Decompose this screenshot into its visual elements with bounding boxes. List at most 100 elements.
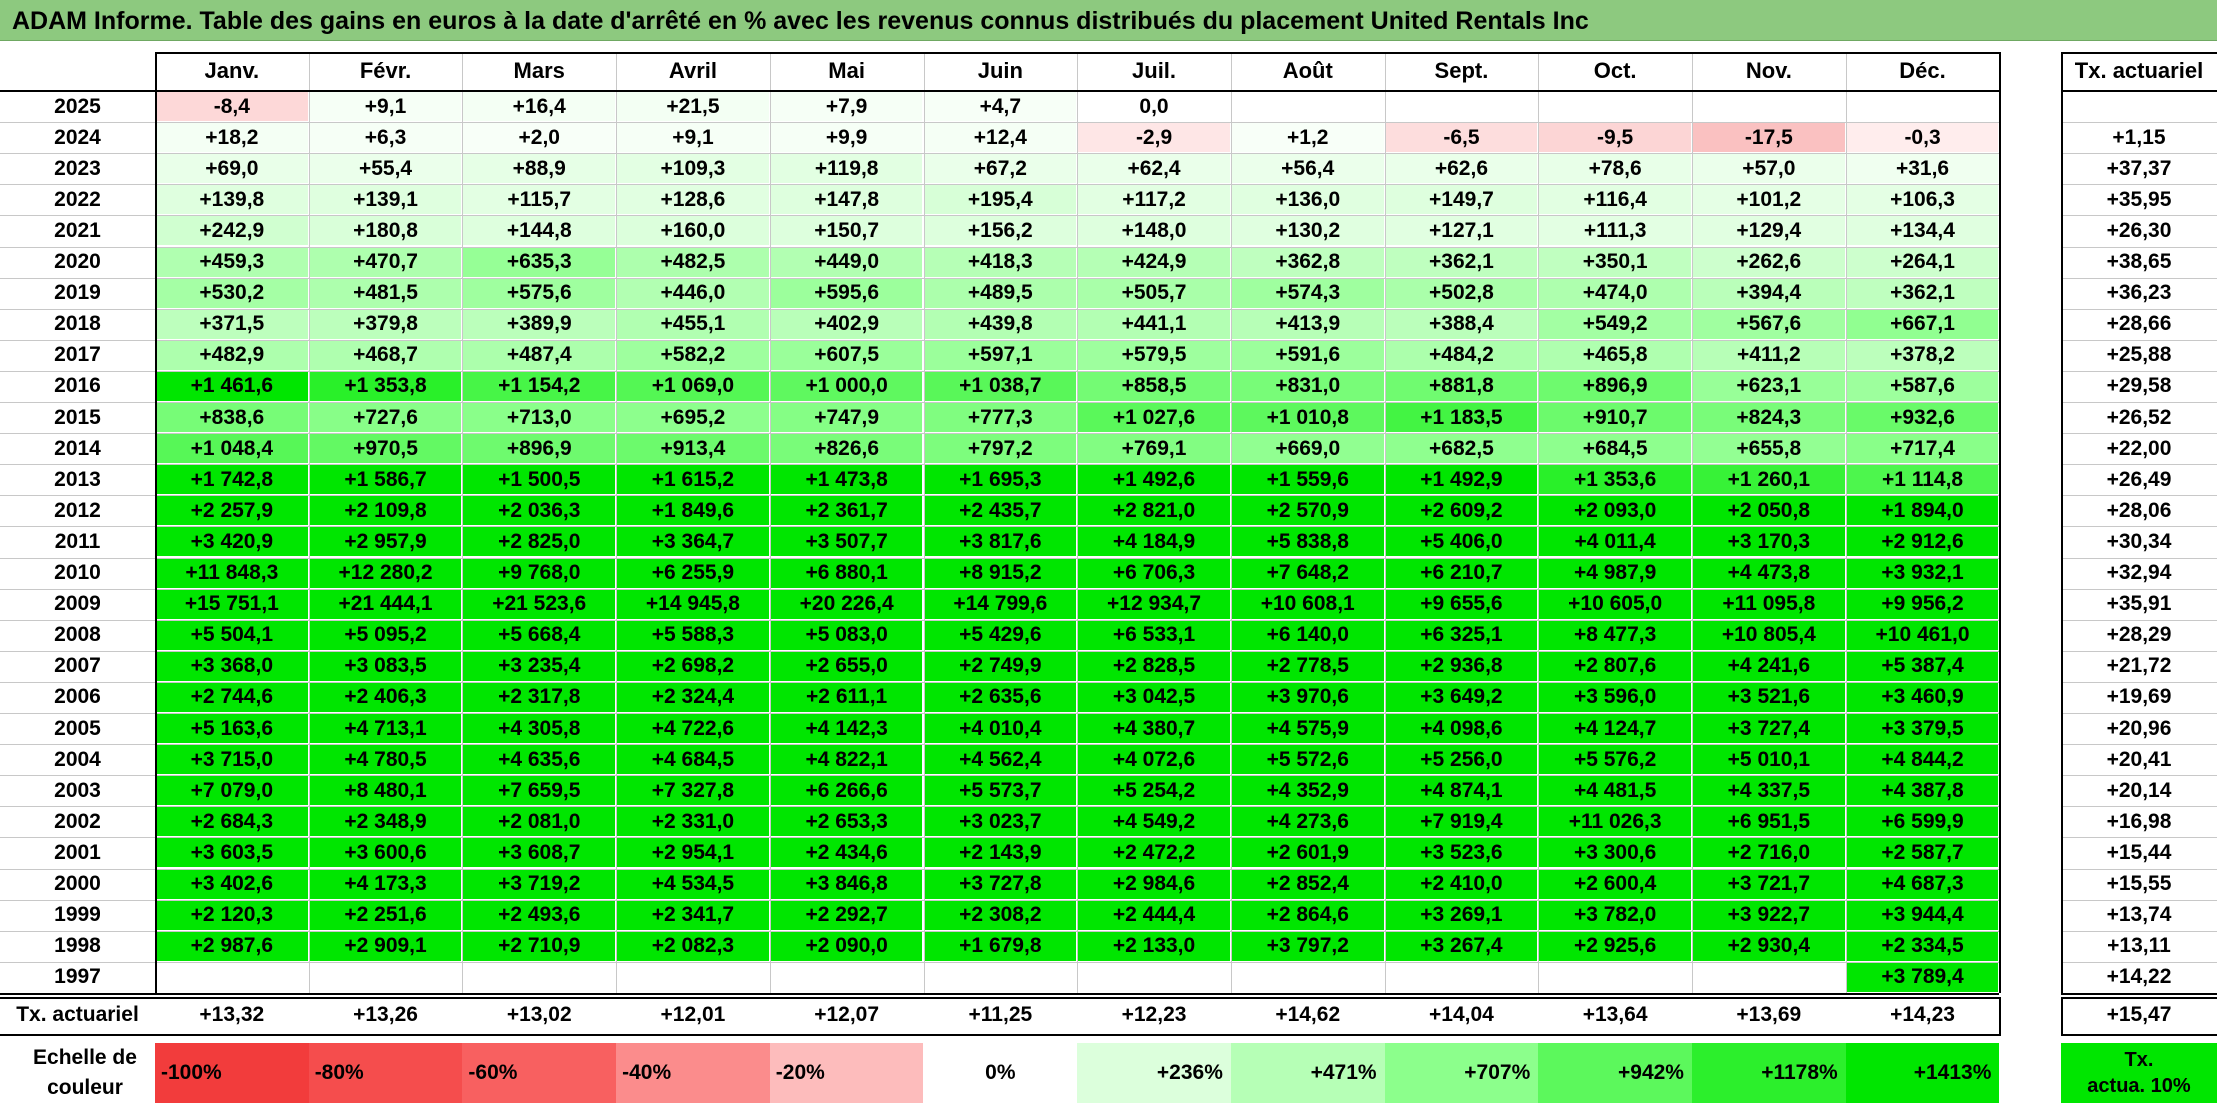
heatmap-cell: +7,9 xyxy=(770,92,923,122)
heatmap-cell: +362,1 xyxy=(1846,278,1999,308)
color-scale-step: -100% xyxy=(155,1043,309,1103)
color-scale-step: +1178% xyxy=(1692,1043,1846,1103)
heatmap-cell: +2 864,6 xyxy=(1231,900,1384,930)
heatmap-cell: +4 780,5 xyxy=(309,745,462,775)
heatmap-cell: +831,0 xyxy=(1231,371,1384,401)
heatmap-cell: +4 010,4 xyxy=(924,714,1077,744)
heatmap-cell: +669,0 xyxy=(1231,434,1384,464)
grid-line xyxy=(2061,339,2217,341)
grid-line xyxy=(1230,52,1232,993)
row-year-label: 2007 xyxy=(54,654,101,678)
heatmap-cell: +2 444,4 xyxy=(1078,900,1230,930)
heatmap-cell xyxy=(1231,92,1384,122)
heatmap-cell: +484,2 xyxy=(1385,340,1538,370)
heatmap-cell: +3 789,4 xyxy=(1846,962,1999,992)
grid-line xyxy=(0,308,2000,310)
heatmap-cell: +2 684,3 xyxy=(156,807,308,837)
row-year-label: 2000 xyxy=(54,872,101,896)
heatmap-cell: +579,5 xyxy=(1078,340,1230,370)
heatmap-cell: +3 727,8 xyxy=(924,869,1077,899)
heatmap-cell: +4 687,3 xyxy=(1846,869,1999,899)
heatmap-cell: +4 352,9 xyxy=(1231,776,1384,806)
heatmap-cell: +684,5 xyxy=(1539,434,1691,464)
heatmap-cell: +4 173,3 xyxy=(309,869,462,899)
heatmap-cell: +139,1 xyxy=(309,185,462,215)
heatmap-cell: +5 256,0 xyxy=(1385,745,1538,775)
heatmap-cell: +667,1 xyxy=(1846,309,1999,339)
column-header: Juin xyxy=(977,57,1023,83)
heatmap-cell: +10 608,1 xyxy=(1231,589,1384,619)
heatmap-cell: +1 038,7 xyxy=(924,371,1077,401)
heatmap-cell: +5 573,7 xyxy=(924,776,1077,806)
heatmap-cell: +9 956,2 xyxy=(1846,589,1999,619)
heatmap-cell: +418,3 xyxy=(924,247,1077,277)
heatmap-cell: +695,2 xyxy=(617,403,769,433)
heatmap-cell xyxy=(1693,962,1845,992)
heatmap-cell: +2 361,7 xyxy=(770,496,923,526)
heatmap-cell: +1 114,8 xyxy=(1846,465,1999,495)
heatmap-cell xyxy=(1693,92,1845,122)
color-scale-label-line1: Echelle de xyxy=(33,1046,137,1069)
heatmap-cell: +2 324,4 xyxy=(617,682,769,712)
heatmap-cell: +18,2 xyxy=(156,123,308,153)
heatmap-cell: +130,2 xyxy=(1231,216,1384,246)
heatmap-cell: -9,5 xyxy=(1539,123,1691,153)
heatmap-cell: +15 751,1 xyxy=(156,589,308,619)
heatmap-cell: +4 575,9 xyxy=(1231,714,1384,744)
heatmap-cell: +2 406,3 xyxy=(309,682,462,712)
row-year-label: 2014 xyxy=(54,436,101,460)
heatmap-cell: +2 744,6 xyxy=(156,682,308,712)
grid-line xyxy=(0,215,2000,217)
table-border xyxy=(0,996,2000,999)
heatmap-cell: +1 695,3 xyxy=(924,465,1077,495)
tx-cell xyxy=(2061,91,2217,122)
footer-cell: +13,32 xyxy=(199,1003,265,1027)
heatmap-cell: +713,0 xyxy=(463,403,616,433)
heatmap-cell: +2,0 xyxy=(463,123,616,153)
heatmap-cell: +474,0 xyxy=(1539,278,1691,308)
grid-line xyxy=(0,433,2000,435)
tx-cell: +38,65 xyxy=(2106,250,2172,274)
heatmap-cell: +595,6 xyxy=(770,278,923,308)
heatmap-cell: +14 945,8 xyxy=(617,589,769,619)
heatmap-cell: +4 305,8 xyxy=(463,714,616,744)
heatmap-cell: +3 600,6 xyxy=(309,838,462,868)
grid-line xyxy=(2061,246,2217,248)
row-year-label: 2001 xyxy=(54,840,101,864)
tx-cell: +29,58 xyxy=(2106,374,2172,398)
heatmap-cell: +2 050,8 xyxy=(1693,496,1845,526)
heatmap-cell: +20 226,4 xyxy=(770,589,923,619)
heatmap-cell: +5 838,8 xyxy=(1231,527,1384,557)
heatmap-cell: +62,4 xyxy=(1078,154,1230,184)
grid-line xyxy=(0,246,2000,248)
tx-cell: +19,69 xyxy=(2106,685,2172,709)
row-year-label: 1999 xyxy=(54,903,101,927)
heatmap-cell xyxy=(770,962,923,992)
footer-cell: +14,04 xyxy=(1429,1003,1494,1027)
row-year-label: 2012 xyxy=(54,498,101,522)
heatmap-cell: +1 500,5 xyxy=(463,465,616,495)
heatmap-cell: +3 521,6 xyxy=(1693,682,1845,712)
heatmap-cell: +896,9 xyxy=(463,434,616,464)
heatmap-cell: +106,3 xyxy=(1846,185,1999,215)
heatmap-cell: +2 635,6 xyxy=(924,682,1077,712)
grid-line xyxy=(2061,837,2217,839)
heatmap-cell: +717,4 xyxy=(1846,434,1999,464)
heatmap-cell: +465,8 xyxy=(1539,340,1691,370)
heatmap-cell: 0,0 xyxy=(1078,92,1230,122)
heatmap-cell: +5 083,0 xyxy=(770,620,923,650)
grid-line xyxy=(2061,713,2217,714)
heatmap-cell: +2 348,9 xyxy=(309,807,462,837)
heatmap-cell: +5 254,2 xyxy=(1078,776,1230,806)
footer-cell: +14,62 xyxy=(1275,1003,1341,1027)
tx-swatch-label: actua. 10% xyxy=(2087,1075,2191,1097)
heatmap-cell: +3 364,7 xyxy=(617,527,769,557)
grid-line xyxy=(0,557,2000,559)
heatmap-cell: +144,8 xyxy=(463,216,616,246)
heatmap-cell: +21 444,1 xyxy=(309,589,462,619)
tx-cell: +14,22 xyxy=(2106,965,2172,989)
heatmap-cell: +55,4 xyxy=(309,154,462,184)
table-border xyxy=(0,90,2000,92)
row-year-label: 2003 xyxy=(54,778,101,802)
heatmap-cell: +4 549,2 xyxy=(1078,807,1230,837)
